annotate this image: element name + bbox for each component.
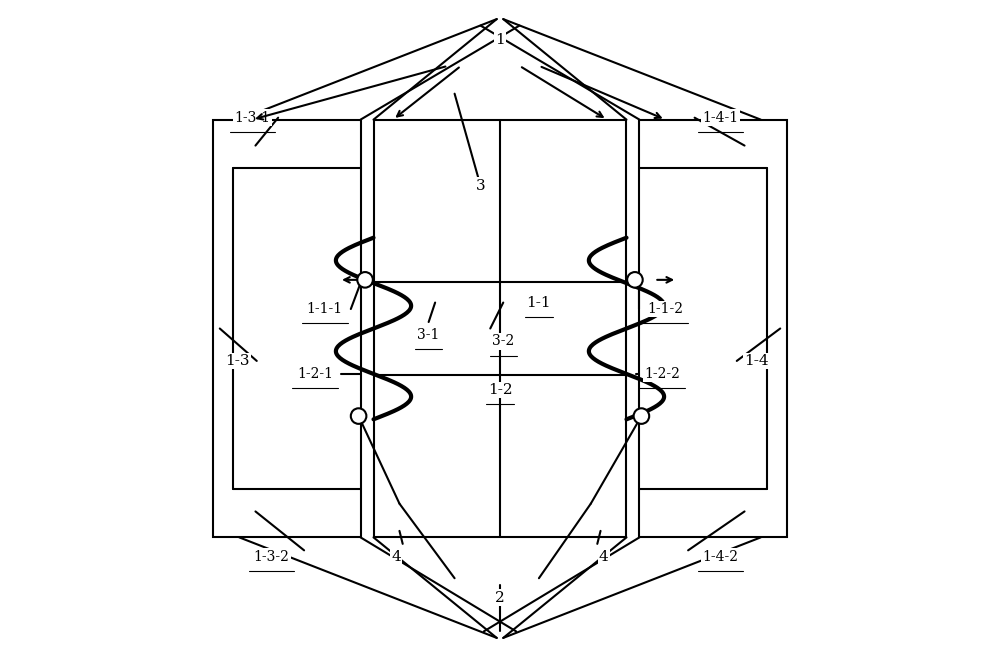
Text: 3-2: 3-2 bbox=[492, 334, 514, 348]
Bar bbox=[639, 120, 787, 537]
Text: 1-3: 1-3 bbox=[225, 354, 250, 368]
Circle shape bbox=[357, 272, 373, 288]
Text: 2: 2 bbox=[495, 591, 505, 604]
Text: 1-2: 1-2 bbox=[488, 383, 512, 397]
Text: 1-4-2: 1-4-2 bbox=[703, 550, 739, 564]
Text: 1-4: 1-4 bbox=[744, 354, 769, 368]
Bar bbox=[213, 120, 361, 537]
Text: 3: 3 bbox=[476, 179, 485, 193]
Text: 1-1-1: 1-1-1 bbox=[307, 302, 343, 316]
Text: 3-1: 3-1 bbox=[417, 328, 440, 342]
Circle shape bbox=[627, 272, 643, 288]
Text: 1-3-2: 1-3-2 bbox=[254, 550, 290, 564]
Text: 4: 4 bbox=[391, 550, 401, 564]
Text: 1: 1 bbox=[495, 33, 505, 47]
Bar bbox=[374, 120, 626, 537]
Circle shape bbox=[634, 408, 649, 424]
Circle shape bbox=[351, 408, 366, 424]
Text: 4: 4 bbox=[599, 550, 609, 564]
Text: 1-2-2: 1-2-2 bbox=[644, 367, 680, 381]
Text: 1-4-1: 1-4-1 bbox=[702, 110, 739, 125]
Text: 1-1-2: 1-1-2 bbox=[647, 302, 683, 316]
Text: 1-1: 1-1 bbox=[527, 296, 551, 309]
Text: 1-2-1: 1-2-1 bbox=[297, 367, 333, 381]
Text: 1-3-1: 1-3-1 bbox=[234, 110, 270, 125]
